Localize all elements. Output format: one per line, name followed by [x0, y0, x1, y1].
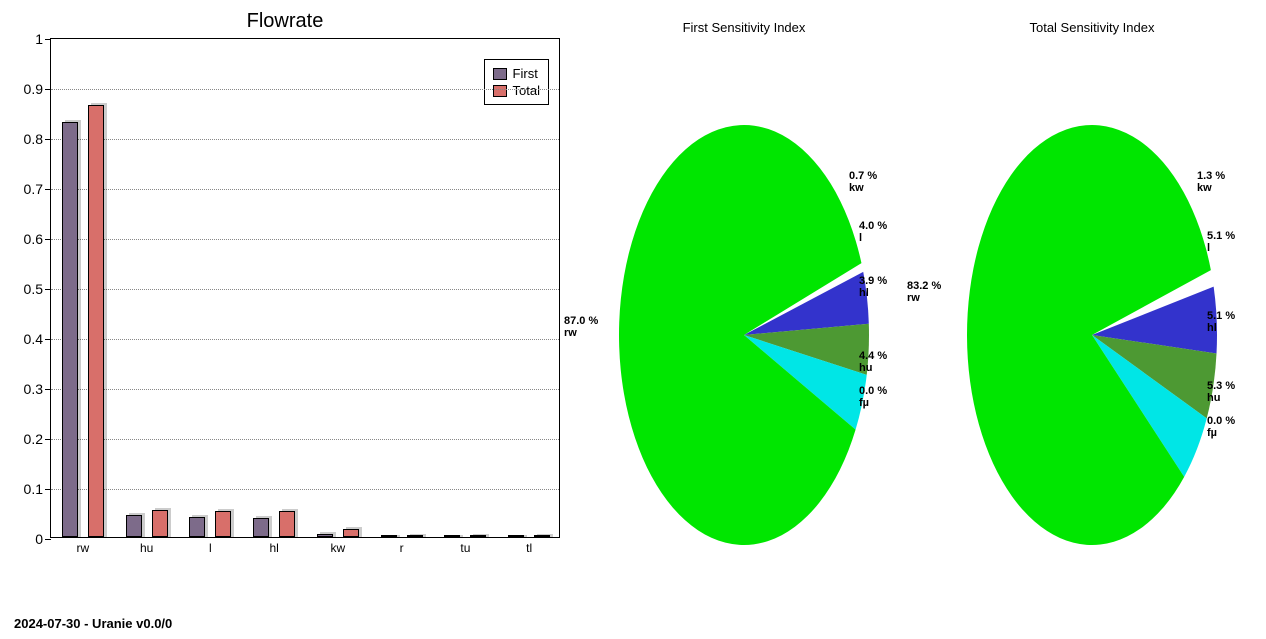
bar-chart-legend: First Total	[484, 59, 549, 105]
gridline	[51, 189, 559, 190]
bar-total-hl	[279, 511, 295, 538]
y-tick	[45, 339, 51, 340]
x-axis-label: r	[400, 541, 404, 555]
y-tick	[45, 189, 51, 190]
x-axis-label: hu	[140, 541, 153, 555]
legend-label: Total	[513, 83, 540, 98]
y-axis-label: 0.5	[24, 281, 43, 297]
y-axis-label: 0.7	[24, 181, 43, 197]
pie-svg	[952, 75, 1232, 555]
bar-first-hl	[253, 518, 269, 538]
legend-swatch	[493, 68, 507, 80]
x-axis-label: hl	[269, 541, 278, 555]
pie-charts-panel: First Sensitivity Index87.0 %rw0.7 %kw4.…	[570, 0, 1266, 590]
pie-title: Total Sensitivity Index	[927, 20, 1257, 35]
bar-first-tl	[508, 535, 524, 537]
gridline	[51, 239, 559, 240]
pie-svg	[604, 75, 884, 555]
y-axis-label: 0.9	[24, 81, 43, 97]
bar-first-l	[189, 517, 205, 537]
y-axis-label: 0.6	[24, 231, 43, 247]
y-tick	[45, 239, 51, 240]
y-axis-label: 0.2	[24, 431, 43, 447]
bar-total-tl	[534, 535, 550, 537]
pie-slice-label: 0.7 %kw	[849, 170, 877, 194]
pie-slice-label: 5.1 %hl	[1207, 310, 1235, 334]
y-tick	[45, 89, 51, 90]
legend-swatch	[493, 85, 507, 97]
pie-title: First Sensitivity Index	[579, 20, 909, 35]
x-axis-label: tu	[460, 541, 470, 555]
bar-total-kw	[343, 529, 359, 538]
legend-item-total: Total	[493, 83, 540, 98]
pie-slice-label: 4.4 %hu	[859, 350, 887, 374]
y-tick	[45, 39, 51, 40]
gridline	[51, 289, 559, 290]
pie-chart-0: First Sensitivity Index87.0 %rw0.7 %kw4.…	[579, 20, 909, 590]
legend-item-first: First	[493, 66, 540, 81]
bar-total-l	[215, 511, 231, 538]
pie-slice-label: 87.0 %rw	[564, 315, 598, 339]
y-tick	[45, 139, 51, 140]
bar-total-tu	[470, 535, 486, 537]
x-axis-label: tl	[526, 541, 532, 555]
gridline	[51, 89, 559, 90]
y-tick	[45, 289, 51, 290]
pie-slice-label: 83.2 %rw	[907, 280, 941, 304]
bar-first-kw	[317, 534, 333, 538]
pie-extra-label: 0.0 %fµ	[859, 385, 887, 409]
gridline	[51, 489, 559, 490]
gridline	[51, 339, 559, 340]
pie-slice-label: 5.1 %l	[1207, 230, 1235, 254]
gridline	[51, 389, 559, 390]
y-axis-label: 0.8	[24, 131, 43, 147]
pie-slice-label: 3.9 %hl	[859, 275, 887, 299]
legend-label: First	[513, 66, 538, 81]
pie-slice-label: 1.3 %kw	[1197, 170, 1225, 194]
y-tick	[45, 439, 51, 440]
y-tick	[45, 389, 51, 390]
footer-text: 2024-07-30 - Uranie v0.0/0	[14, 616, 172, 631]
x-axis-label: rw	[77, 541, 90, 555]
x-axis-label: kw	[331, 541, 346, 555]
bar-first-r	[381, 535, 397, 537]
gridline	[51, 439, 559, 440]
y-tick	[45, 539, 51, 540]
bar-chart-panel: Flowrate First Total 0 0.1 0.2 0.3 0.4 0.5 0.6 0…	[0, 0, 570, 590]
y-axis-label: 0	[35, 531, 43, 547]
y-axis-label: 0.1	[24, 481, 43, 497]
y-tick	[45, 489, 51, 490]
bar-first-rw	[62, 122, 78, 537]
pie-slice-label: 4.0 %l	[859, 220, 887, 244]
pie-chart-1: Total Sensitivity Index83.2 %rw1.3 %kw5.…	[927, 20, 1257, 590]
bar-first-tu	[444, 535, 460, 537]
y-axis-label: 0.3	[24, 381, 43, 397]
bar-total-rw	[88, 105, 104, 538]
bar-first-hu	[126, 515, 142, 537]
y-axis-label: 0.4	[24, 331, 43, 347]
gridline	[51, 139, 559, 140]
bar-total-hu	[152, 510, 168, 538]
x-axis-label: l	[209, 541, 212, 555]
bar-total-r	[407, 535, 423, 537]
bar-chart-title: Flowrate	[0, 10, 570, 33]
bar-chart-plot-area: FirstTotal 00.10.20.30.40.50.60.70.80.91…	[50, 38, 560, 538]
pie-slice-label: 5.3 %hu	[1207, 380, 1235, 404]
y-axis-label: 1	[35, 31, 43, 47]
pie-extra-label: 0.0 %fµ	[1207, 415, 1235, 439]
